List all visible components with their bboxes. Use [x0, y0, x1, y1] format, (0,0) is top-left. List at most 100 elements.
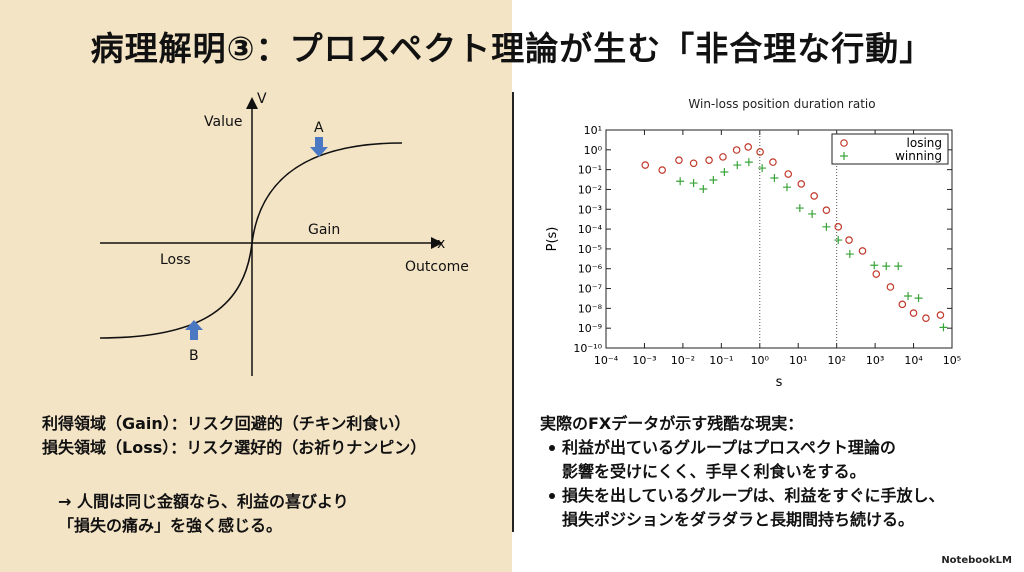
- point-a: A: [314, 120, 324, 136]
- x-tick-label: 10³: [866, 354, 884, 367]
- gain-curve: [251, 142, 403, 244]
- bullet-text: 損失ポジションをダラダラと長期間持ち続ける。: [562, 510, 915, 529]
- x-tick-label: 10⁵: [943, 354, 961, 367]
- legend-label: losing: [907, 136, 942, 150]
- y-tick-label: 10⁻⁵: [578, 243, 602, 256]
- y-tick-label: 10⁻⁷: [578, 283, 602, 296]
- y-tick-label: 10⁻¹: [578, 164, 602, 177]
- point: [641, 161, 650, 169]
- legend-label: winning: [895, 149, 942, 163]
- point: [939, 323, 948, 332]
- point: [705, 156, 713, 164]
- value-function-diagram: V Value x Outcome Gain Loss A B: [99, 91, 469, 376]
- x-tick-label: 10⁴: [904, 354, 923, 367]
- y-tick-label: 10⁻⁴: [578, 223, 603, 236]
- y-tick-label: 10¹: [584, 124, 602, 137]
- x-tick-label: 10²: [827, 354, 845, 367]
- point: [894, 262, 903, 271]
- point: [834, 236, 843, 245]
- point: [784, 170, 793, 178]
- y-tick-label: 10⁻²: [578, 183, 602, 196]
- y-tick-label: 10⁻⁶: [578, 263, 603, 276]
- conclusion: → 人間は同じ金額なら、利益の喜びより: [58, 492, 349, 511]
- point: [744, 158, 753, 167]
- point: [733, 161, 742, 170]
- point: [882, 262, 891, 271]
- point: [822, 206, 831, 214]
- left-panel: [0, 0, 512, 572]
- x-tick-label: 10¹: [789, 354, 807, 367]
- point: [732, 146, 741, 154]
- y-tick-label: 10⁰: [584, 144, 603, 157]
- point: [782, 183, 791, 192]
- point: [758, 164, 767, 173]
- point: [709, 175, 718, 184]
- point: [886, 283, 895, 291]
- legend-marker: [840, 152, 848, 160]
- bullet-text: 損失を出しているグループは、利益をすぐに手放し、: [562, 486, 945, 505]
- point: [872, 270, 881, 278]
- y-axis-label: P(s): [545, 227, 560, 252]
- gain-label: Gain: [308, 222, 340, 238]
- y-letter: V: [257, 91, 267, 107]
- y-tick-label: 10⁻⁹: [578, 322, 602, 335]
- point: [744, 143, 753, 151]
- point: [769, 158, 777, 166]
- point: [858, 247, 867, 255]
- point: [795, 204, 804, 213]
- arrow-b: [185, 320, 203, 340]
- point: [658, 166, 667, 174]
- chart: Win-loss position duration ratio 10⁻⁴ 10⁻…: [545, 97, 961, 390]
- loss-curve: [99, 242, 253, 339]
- point: [909, 309, 918, 317]
- point: [808, 209, 817, 218]
- point: [770, 173, 779, 182]
- point: [845, 250, 854, 259]
- x-axis-label: s: [776, 375, 783, 390]
- y-label: Value: [204, 114, 242, 130]
- conclusion: 「損失の痛み」を強く感じる。: [58, 516, 283, 535]
- point: [689, 179, 698, 188]
- x-tick-label: 10⁰: [751, 354, 770, 367]
- x-tick-label: 10⁻⁴: [594, 354, 619, 367]
- brand: NotebookLM: [941, 555, 1012, 566]
- point: [822, 222, 831, 231]
- loss-line: 損失領域（Loss）：リスク選好的（お祈りナンピン）: [42, 438, 427, 457]
- point: [675, 156, 683, 164]
- point: [756, 148, 764, 156]
- point: [914, 294, 923, 303]
- point: [699, 185, 708, 194]
- heading: 実際のFXデータが示す残酷な現実：: [540, 414, 804, 433]
- point: [904, 292, 913, 301]
- divider: [512, 92, 514, 532]
- point: [898, 300, 907, 309]
- point: [797, 180, 806, 188]
- point: [810, 192, 818, 200]
- point: [936, 311, 945, 319]
- point: [676, 177, 685, 186]
- x-letter: x: [437, 236, 445, 252]
- arrow-a: [310, 137, 328, 157]
- x-label: Outcome: [405, 259, 469, 275]
- y-tick-label: 10⁻¹⁰: [573, 342, 602, 355]
- point: [845, 236, 853, 244]
- chart-title: Win-loss position duration ratio: [688, 97, 875, 111]
- legend-marker: [840, 139, 848, 147]
- plot-frame: [605, 129, 953, 349]
- gain-line: 利得領域（Gain）：リスク回避的（チキン利食い）: [42, 414, 411, 433]
- y-tick-label: 10⁻³: [578, 203, 602, 216]
- point: [870, 261, 879, 270]
- x-tick-label: 10⁻³: [632, 354, 656, 367]
- loss-label: Loss: [160, 252, 191, 268]
- point: [719, 153, 727, 161]
- bullet-text: 利益が出ているグループはプロスペクト理論の: [562, 438, 896, 457]
- legend-box: [831, 133, 949, 165]
- y-tick-label: 10⁻⁸: [578, 302, 603, 315]
- point: [720, 167, 729, 176]
- bullet: [549, 493, 555, 499]
- point: [834, 223, 843, 231]
- point-b: B: [189, 348, 199, 364]
- bullet: [549, 445, 555, 451]
- x-tick-label: 10⁻¹: [709, 354, 733, 367]
